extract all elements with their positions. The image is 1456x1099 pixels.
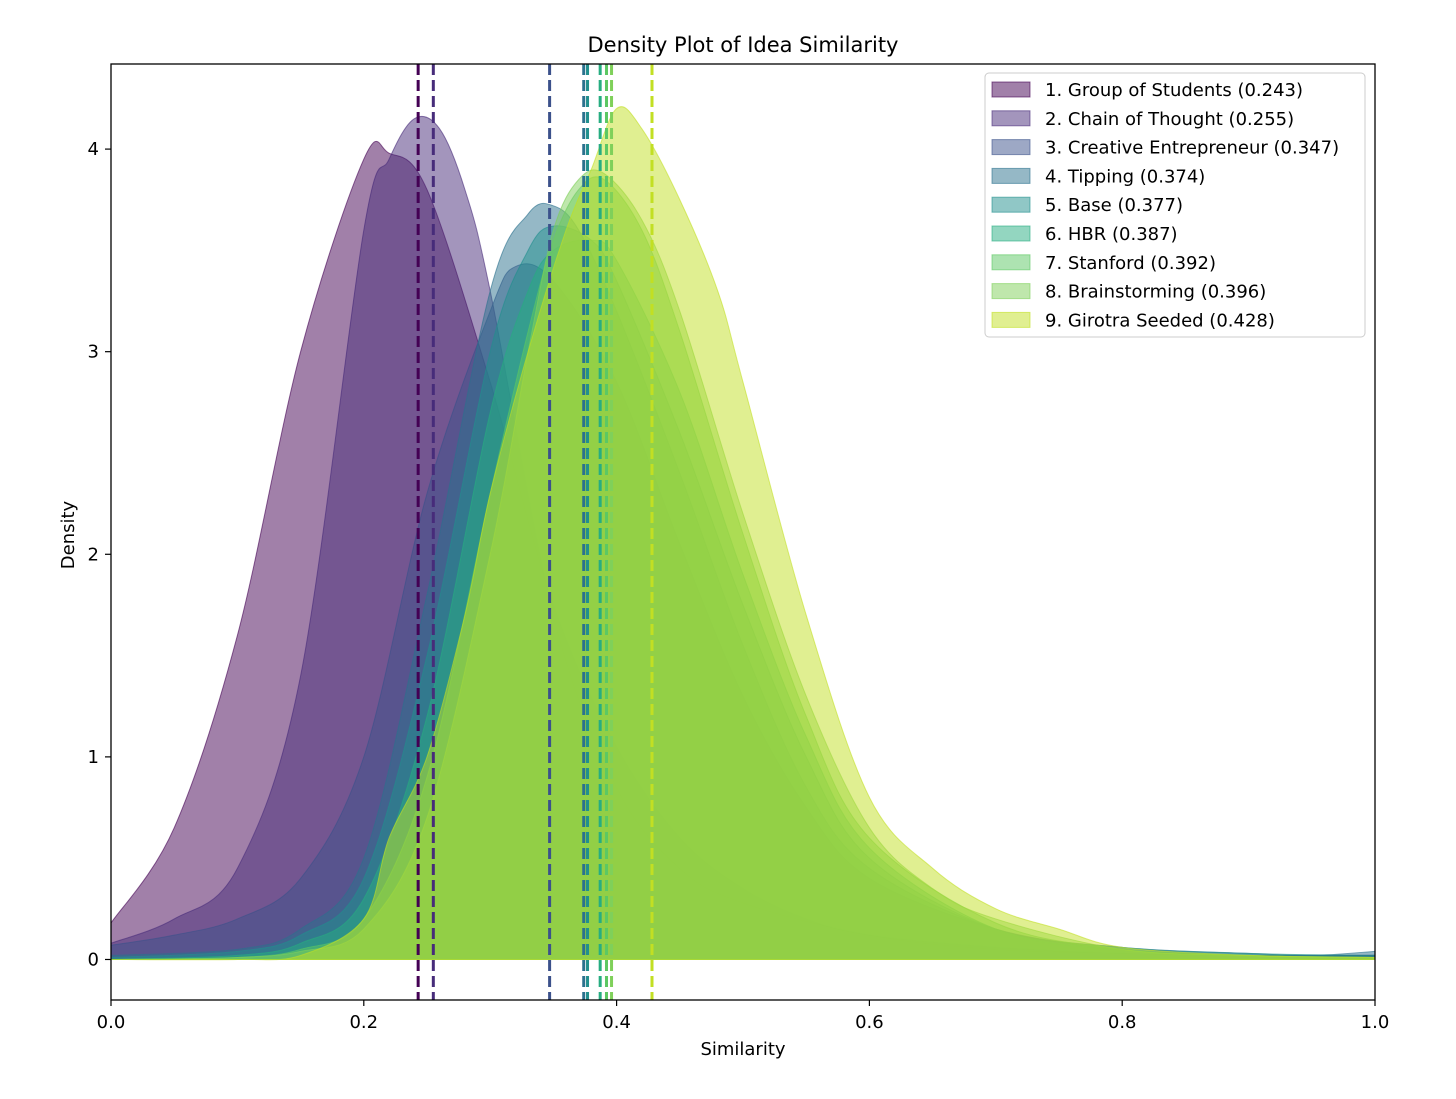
legend-swatch-series-6 <box>991 225 1031 242</box>
x-tick-label: 0.0 <box>97 1012 126 1033</box>
legend-label-series-9: 9. Girotra Seeded (0.428) <box>1045 310 1275 331</box>
legend-swatch-series-1 <box>991 81 1031 98</box>
legend-label-series-7: 7. Stanford (0.392) <box>1045 253 1216 274</box>
density-curves <box>110 106 1376 961</box>
legend-label-series-8: 8. Brainstorming (0.396) <box>1045 282 1266 303</box>
x-tick-label: 0.2 <box>349 1012 378 1033</box>
plot-frame <box>110 63 1376 1001</box>
legend-label-series-5: 5. Base (0.377) <box>1045 195 1183 216</box>
legend-swatch-series-7 <box>991 254 1031 271</box>
legend-label-series-1: 1. Group of Students (0.243) <box>1045 80 1303 101</box>
y-tick-label: 1 <box>88 747 99 768</box>
legend-swatch-series-4 <box>991 167 1031 184</box>
legend-swatch-series-2 <box>991 110 1031 127</box>
legend-swatch-series-8 <box>991 283 1031 300</box>
legend-label-series-6: 6. HBR (0.387) <box>1045 224 1178 245</box>
x-tick-label: 0.6 <box>855 1012 884 1033</box>
x-axis-label: Similarity <box>700 1039 785 1060</box>
x-tick-label: 0.4 <box>602 1012 631 1033</box>
legend-swatch-series-3 <box>991 139 1031 156</box>
y-tick-label: 4 <box>88 139 99 160</box>
x-tick-label: 0.8 <box>1108 1012 1137 1033</box>
legend-label-series-3: 3. Creative Entrepreneur (0.347) <box>1045 138 1339 159</box>
density-area-series-9 <box>110 106 1376 961</box>
y-tick-label: 0 <box>88 949 99 970</box>
chart-title: Density Plot of Idea Similarity <box>588 33 899 57</box>
y-tick-label: 3 <box>88 342 99 363</box>
legend-label-series-4: 4. Tipping (0.374) <box>1045 166 1205 187</box>
legend-swatch-series-9 <box>991 311 1031 328</box>
y-axis-label: Density <box>58 500 79 569</box>
legend: 1. Group of Students (0.243) 2. Chain of … <box>984 72 1366 338</box>
axis-ticks: 0.0 0.2 0.4 0.6 0.8 1.0 0 1 2 3 4 <box>88 139 1390 1033</box>
legend-box <box>984 72 1366 338</box>
legend-label-series-2: 2. Chain of Thought (0.255) <box>1045 109 1294 130</box>
y-tick-label: 2 <box>88 544 99 565</box>
mean-lines <box>416 64 654 1000</box>
x-tick-label: 1.0 <box>1361 1012 1390 1033</box>
legend-swatch-series-5 <box>991 196 1031 213</box>
